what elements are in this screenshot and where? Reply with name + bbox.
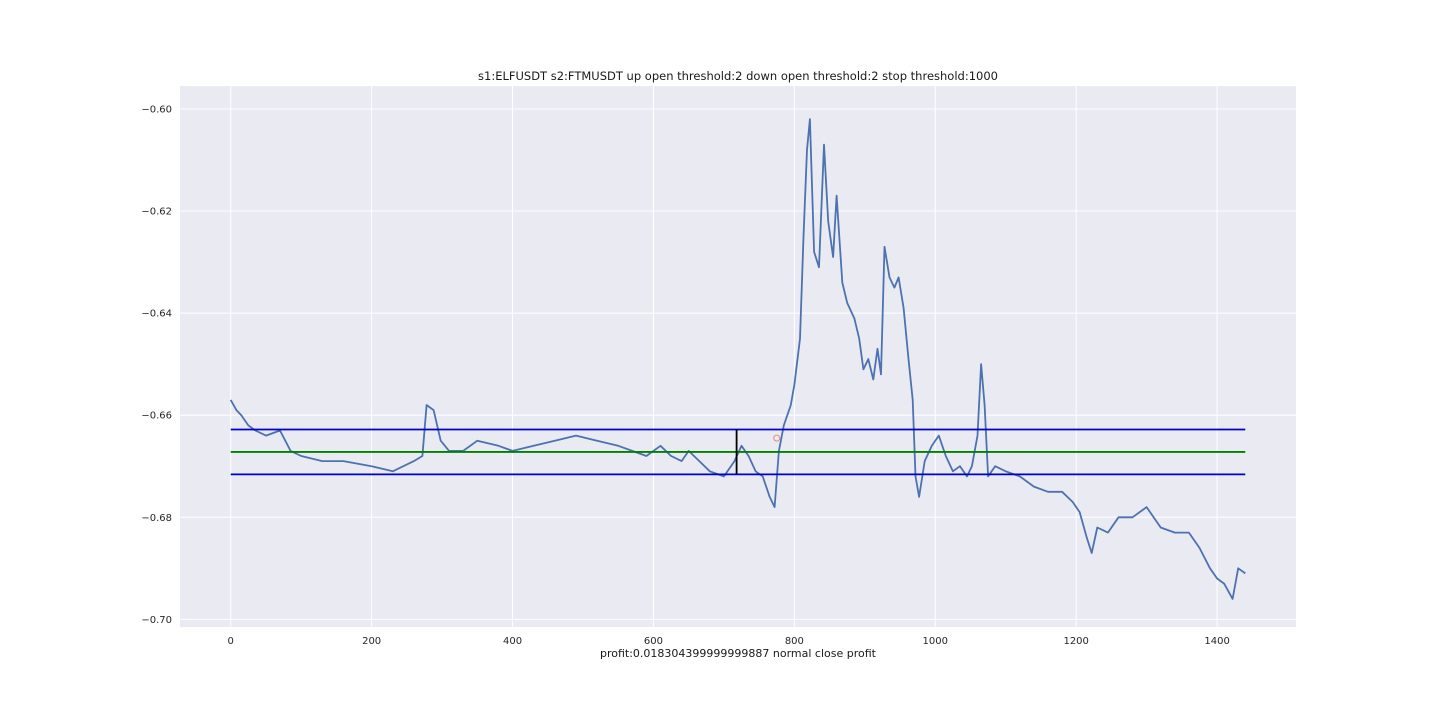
series-line xyxy=(229,118,1246,600)
y-tick-label: −0.64 xyxy=(141,309,172,320)
plot-area xyxy=(180,86,1296,627)
x-tick-label: 1200 xyxy=(1063,636,1088,647)
x-tick-label: 200 xyxy=(362,636,381,647)
point-marker xyxy=(773,434,781,442)
y-tick-label: −0.68 xyxy=(141,513,172,524)
x-tick-label: 600 xyxy=(644,636,663,647)
x-tick-label: 800 xyxy=(785,636,804,647)
x-tick-label: 400 xyxy=(503,636,522,647)
y-tick-label: −0.70 xyxy=(141,615,172,626)
x-axis-label: profit:0.018304399999999887 normal close… xyxy=(599,647,876,660)
x-tick-label: 1400 xyxy=(1204,636,1229,647)
y-tick-label: −0.60 xyxy=(141,104,172,115)
y-tick-label: −0.62 xyxy=(141,207,172,218)
y-tick-label: −0.66 xyxy=(141,411,172,422)
x-tick-label: 1000 xyxy=(923,636,948,647)
x-tick-label: 0 xyxy=(228,636,234,647)
chart-title: s1:ELFUSDT s2:FTMUSDT up open threshold:… xyxy=(478,69,998,83)
